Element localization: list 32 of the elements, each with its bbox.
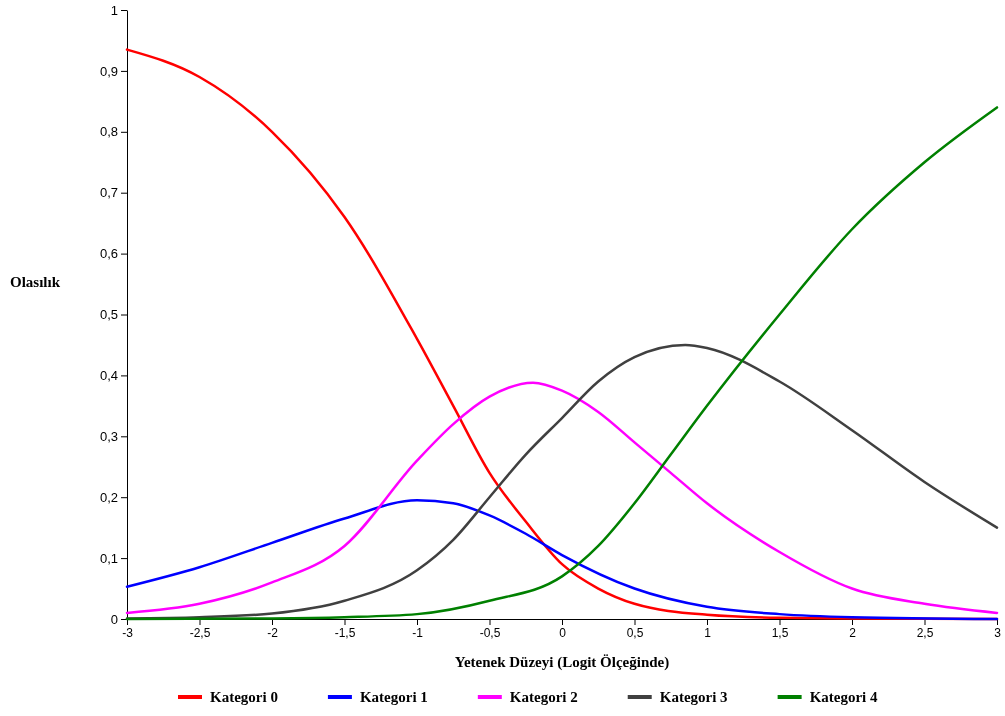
x-tick-label: -2,5 — [189, 625, 211, 640]
x-tick-label: 0 — [559, 625, 567, 640]
y-tick-label: 0,2 — [99, 489, 118, 505]
x-tick-label: -0,5 — [479, 625, 501, 640]
x-tick-label: -1 — [412, 625, 424, 640]
legend-label: Kategori 3 — [659, 689, 728, 705]
y-tick-label: 0,7 — [99, 185, 118, 201]
x-tick-label: 2,5 — [916, 625, 934, 640]
legend-label: Kategori 4 — [809, 689, 879, 705]
y-tick-label: 0,6 — [99, 246, 118, 262]
x-tick-label: 1 — [704, 625, 712, 640]
y-tick-label: 0,5 — [99, 307, 118, 323]
x-tick-label: 1,5 — [771, 625, 789, 640]
legend-label: Kategori 0 — [210, 689, 278, 705]
legend-label: Kategori 1 — [359, 689, 428, 705]
y-axis-title: Olasılık — [10, 274, 61, 290]
y-tick-label: 0 — [110, 611, 118, 627]
x-tick-label: -3 — [122, 625, 134, 640]
y-tick-label: 0,1 — [99, 550, 118, 566]
x-tick-label: -2 — [267, 625, 279, 640]
x-tick-label: 3 — [994, 625, 1002, 640]
y-tick-label: 0,3 — [99, 428, 118, 444]
x-tick-label: 2 — [849, 625, 857, 640]
x-tick-label: -1,5 — [334, 625, 356, 640]
line-series — [125, 381, 999, 615]
legend-label: Kategori 2 — [509, 689, 578, 705]
x-axis-title: Yetenek Düzeyi (Logit Ölçeğinde) — [454, 654, 670, 671]
y-tick-label: 0,9 — [99, 63, 118, 79]
x-tick-label: 0,5 — [626, 625, 644, 640]
y-tick-label: 1 — [110, 2, 118, 18]
y-tick-label: 0,4 — [99, 368, 118, 384]
y-tick-label: 0,8 — [99, 124, 118, 140]
